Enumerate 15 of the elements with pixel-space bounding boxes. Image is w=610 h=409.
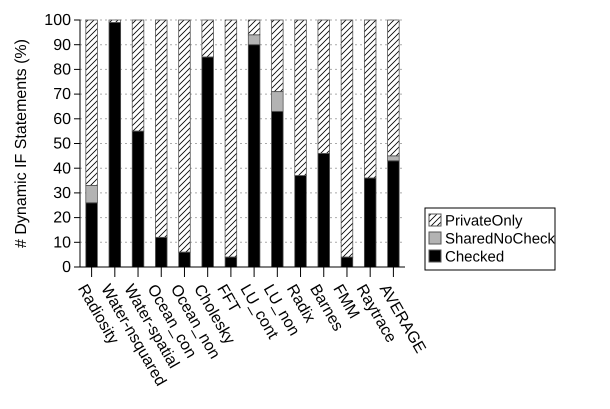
legend-label: Checked <box>445 248 504 266</box>
text: PrivateOnly <box>445 212 524 230</box>
y-tick-label: 10 <box>53 234 72 252</box>
legend-label: SharedNoCheck <box>445 230 556 248</box>
y-tick-label: 50 <box>53 136 72 153</box>
y-tick-label: 40 <box>53 160 72 178</box>
y-tick-label: 90 <box>53 36 72 54</box>
y-tick-label: 70 <box>53 86 72 104</box>
y-tick-label: 100 <box>44 12 72 30</box>
y-axis-title: # Dynamic IF Statements (%) <box>13 39 30 248</box>
y-tick-label: 80 <box>53 62 72 79</box>
y-tick-label: 0 <box>62 259 72 276</box>
y-tick-label: 30 <box>53 185 72 202</box>
y-tick-label: 60 <box>53 110 72 128</box>
y-tick-label: 20 <box>53 210 72 227</box>
